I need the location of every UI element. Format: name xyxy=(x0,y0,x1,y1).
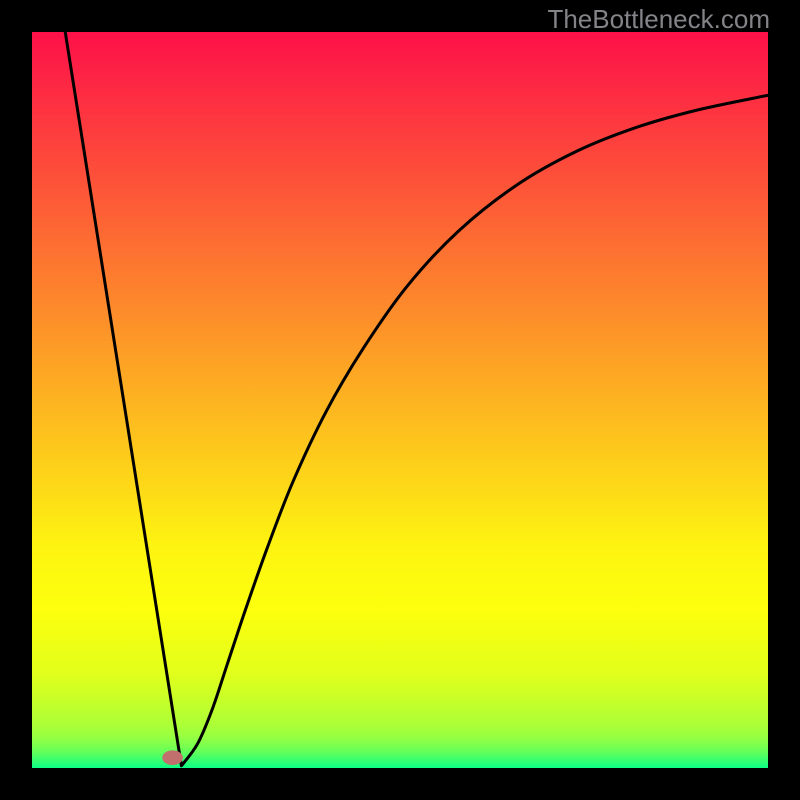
chart-frame: TheBottleneck.com xyxy=(0,0,800,800)
curve-layer xyxy=(32,32,768,768)
selection-marker xyxy=(162,750,183,765)
watermark-text: TheBottleneck.com xyxy=(547,4,770,35)
plot-area xyxy=(32,32,768,768)
bottleneck-curve xyxy=(63,32,768,766)
